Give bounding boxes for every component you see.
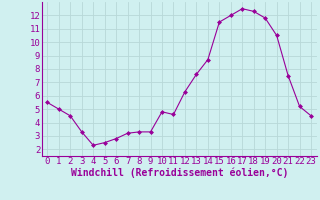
X-axis label: Windchill (Refroidissement éolien,°C): Windchill (Refroidissement éolien,°C) bbox=[70, 168, 288, 178]
